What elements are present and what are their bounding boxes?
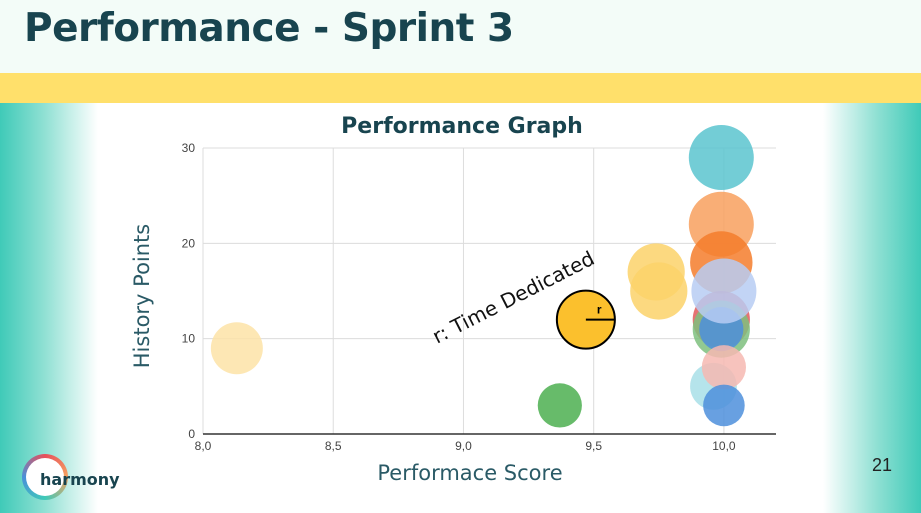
- y-tick-label: 20: [182, 236, 196, 250]
- logo-text: harmony: [40, 470, 120, 489]
- y-axis-label: History Points: [130, 224, 154, 368]
- left-side-gradient: [0, 103, 98, 513]
- slide-title: Performance - Sprint 3: [24, 6, 514, 51]
- x-tick-label: 9,5: [585, 439, 602, 453]
- slide-header: [0, 0, 921, 73]
- bubble: [210, 322, 263, 375]
- bubble: [537, 383, 582, 428]
- bubble: [701, 345, 747, 390]
- x-tick-label: 10,0: [712, 439, 736, 453]
- bubble: [691, 258, 757, 324]
- y-tick-label: 10: [182, 332, 196, 346]
- x-tick-label: 8,0: [195, 439, 212, 453]
- bubble: [703, 384, 745, 427]
- y-tick-label: 0: [188, 427, 195, 441]
- x-tick-label: 8,5: [325, 439, 342, 453]
- right-side-gradient: [823, 103, 921, 513]
- x-axis-label: Performace Score: [377, 461, 562, 485]
- y-tick-label: 30: [182, 141, 196, 155]
- chart-title: Performance Graph: [341, 114, 583, 139]
- page-number: 21: [872, 455, 893, 475]
- annotation-radius-label: r: [597, 303, 602, 317]
- logo-ring-icon: [22, 454, 68, 500]
- yellow-band: [0, 73, 921, 103]
- x-tick-label: 9,0: [455, 439, 472, 453]
- bubble: [688, 125, 754, 191]
- harmony-logo: [22, 454, 68, 500]
- bubble: [630, 262, 688, 320]
